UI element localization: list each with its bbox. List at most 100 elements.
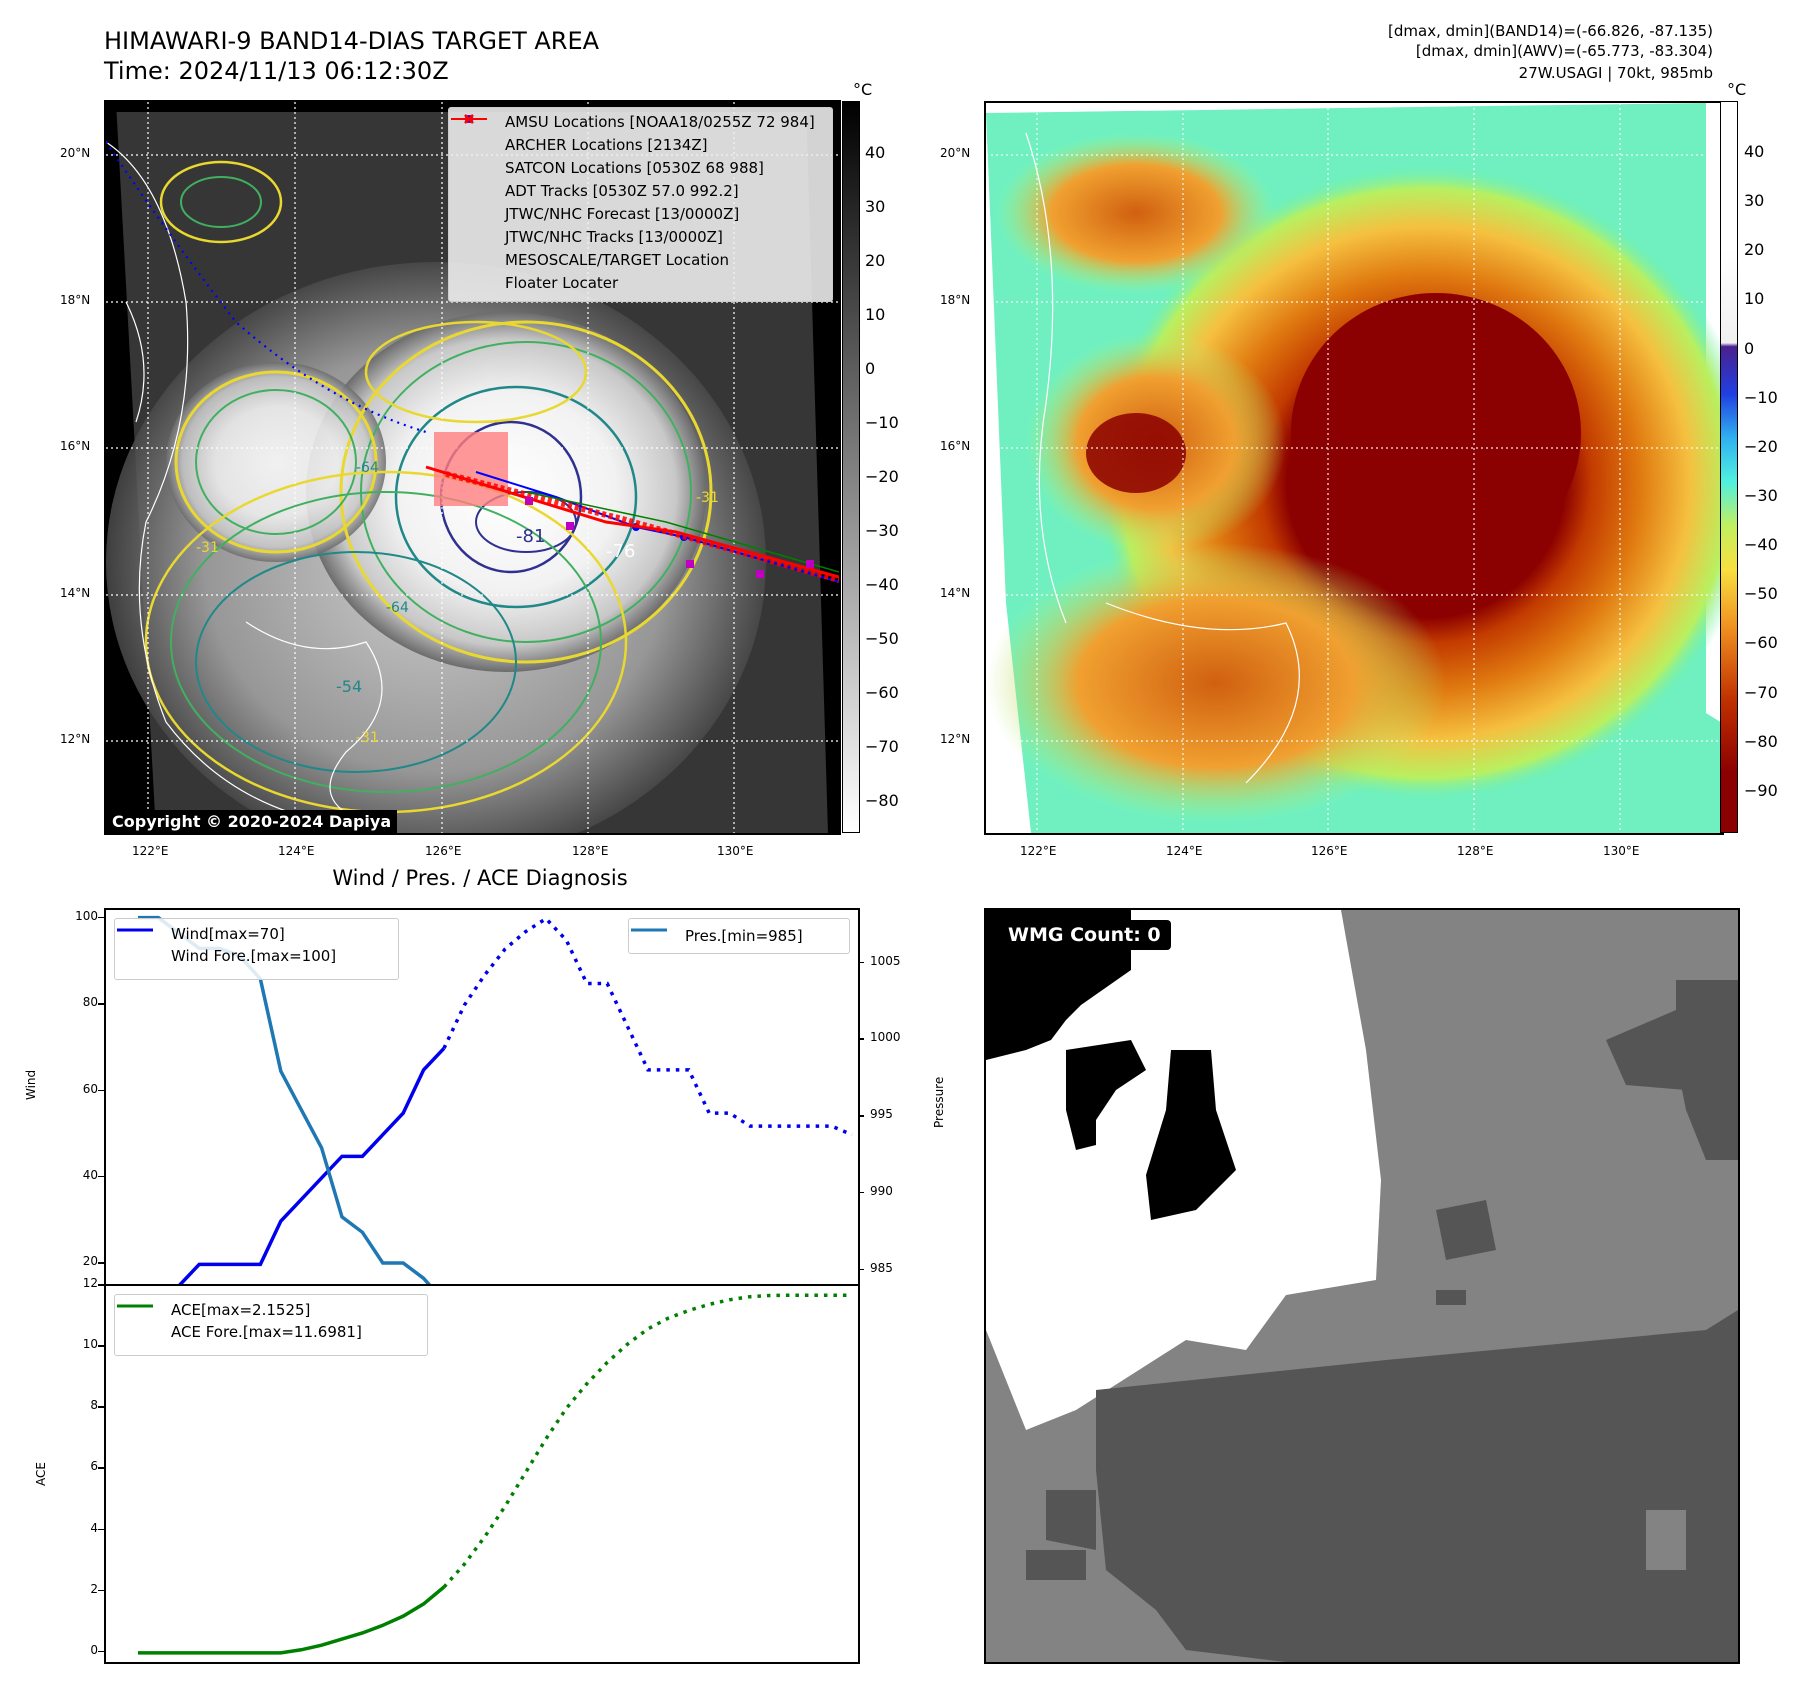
- colorbar-tick-label: −20: [865, 467, 899, 486]
- colorbar-tick-label: −20: [1744, 436, 1778, 456]
- ace-plot: [138, 1293, 852, 1655]
- colorbar-tick-label: −40: [1744, 535, 1778, 555]
- lat-tick: 16°N: [940, 439, 971, 453]
- colorbar-tick-label: 20: [865, 251, 886, 270]
- colorbar-tick-label: −80: [865, 791, 899, 810]
- lat-tick: 20°N: [940, 146, 971, 160]
- lat-tick: 14°N: [940, 586, 971, 600]
- legend-item: JTWC/NHC Forecast [13/0000Z]: [449, 118, 832, 225]
- lon-tick: 128°E: [572, 844, 609, 858]
- colorbar-tick-label: −40: [865, 575, 899, 594]
- ir-map-panel: -64 -81 -76 -54 -31 -64 -31 -31 AMSU Loc…: [104, 100, 841, 835]
- axis-tick-label: 1005: [870, 953, 901, 968]
- axis-tick-mark: [98, 1467, 104, 1469]
- amsu-archer-markers: [525, 497, 814, 578]
- axis-tick-label: 0: [90, 1642, 98, 1657]
- lat-tick: 12°N: [940, 732, 971, 746]
- axis-tick-label: 995: [870, 1107, 893, 1122]
- axis-tick-mark: [98, 1262, 104, 1264]
- copyright-label: Copyright © 2020-2024 Dapiya: [106, 810, 398, 833]
- axis-tick-label: 6: [90, 1459, 98, 1474]
- axis-tick-label: 2: [90, 1581, 98, 1596]
- axis-tick-label: 100: [75, 908, 98, 923]
- colorbar-tick-label: −60: [865, 683, 899, 702]
- series-line-0: [138, 1047, 446, 1286]
- axis-tick-mark: [98, 1589, 104, 1592]
- axis-tick-label: 990: [870, 1183, 893, 1198]
- colorbar-tick-label: 10: [1744, 289, 1765, 309]
- lat-tick: 18°N: [60, 293, 91, 307]
- colorbar-tick-label: 40: [1744, 142, 1765, 161]
- svg-text:-76: -76: [606, 541, 635, 562]
- axis-tick-mark: [98, 1406, 104, 1408]
- colorbar-tick-label: −70: [865, 737, 899, 756]
- mesoscale-locations: [445, 471, 839, 583]
- svg-text:-31: -31: [196, 540, 219, 556]
- legend-label: MESOSCALE/TARGET Location: [505, 250, 730, 269]
- colorbar-tick-label: −10: [1744, 387, 1778, 407]
- legend-item: ARCHER Locations [2134Z]: [449, 115, 832, 156]
- wind-fore-legend-label: Wind Fore.[max=100]: [171, 947, 337, 965]
- colorbar-tick-label: −30: [1744, 486, 1778, 505]
- colorbar-tick-label: −90: [1744, 780, 1778, 800]
- colorbar-gray-unit: °C: [853, 80, 873, 99]
- legend-label: ARCHER Locations [2134Z]: [505, 135, 708, 154]
- lon-tick: 130°E: [1603, 844, 1640, 858]
- lat-tick: 14°N: [60, 586, 91, 600]
- awv-map-panel: [984, 101, 1724, 835]
- svg-text:-31: -31: [696, 490, 719, 506]
- meta-storm: 27W.USAGI | 70kt, 985mb: [1518, 64, 1713, 82]
- series-line-1: [442, 916, 853, 1137]
- lon-tick: 122°E: [1020, 844, 1057, 858]
- axis-tick-mark: [98, 1650, 104, 1653]
- legend-symbol: [451, 118, 497, 202]
- ace-fore-legend-label: ACE Fore.[max=11.6981]: [171, 1323, 362, 1341]
- lon-tick: 126°E: [425, 844, 462, 858]
- legend-label: ADT Tracks [0530Z 57.0 992.2]: [505, 181, 739, 200]
- pres-legend: Pres.[min=985]: [628, 918, 850, 954]
- legend-item: MESOSCALE/TARGET Location: [449, 114, 832, 271]
- legend-symbol: [457, 115, 497, 156]
- diagnosis-title: Wind / Pres. / ACE Diagnosis: [332, 866, 628, 890]
- legend-symbol: [457, 114, 497, 271]
- legend-label: JTWC/NHC Forecast [13/0000Z]: [505, 204, 740, 223]
- axis-tick-label: 20: [82, 1254, 98, 1269]
- svg-text:-64: -64: [386, 600, 409, 616]
- wmg-image: [986, 910, 1738, 1662]
- contour-labels: -64 -81 -76 -54 -31 -64 -31 -31: [196, 460, 719, 746]
- axis-tick-mark: [858, 1268, 864, 1271]
- axis-tick-mark: [858, 1115, 864, 1117]
- axis-tick-mark: [98, 1089, 104, 1092]
- lon-tick: 124°E: [1166, 844, 1203, 858]
- axis-tick-label: 40: [82, 1167, 98, 1182]
- lat-tick: 16°N: [60, 439, 91, 453]
- axis-tick-label: 8: [90, 1398, 98, 1413]
- adt-track: [525, 491, 839, 573]
- awv-map-svg: [986, 103, 1722, 833]
- meta-awv: [dmax, dmin](AWV)=(-65.773, -83.304): [1415, 42, 1713, 60]
- axis-tick-label: 985: [870, 1260, 893, 1275]
- ace-series-line-1: [442, 1293, 852, 1589]
- axis-tick-label: 80: [82, 995, 98, 1010]
- meta-band14: [dmax, dmin](BAND14)=(-66.826, -87.135): [1388, 22, 1713, 40]
- wmg-count-badge: WMG Count: 0: [998, 920, 1171, 950]
- wind-legend-label: Wind[max=70]: [171, 925, 285, 943]
- colorbar-tick-label: 30: [865, 197, 886, 216]
- colorbar-tick-label: 40: [865, 143, 886, 162]
- lat-tick: 12°N: [60, 732, 91, 746]
- ace-axis-label: ACE: [34, 1462, 48, 1486]
- axis-tick-label: 4: [90, 1520, 98, 1535]
- svg-text:-64: -64: [356, 460, 379, 476]
- ace-series-line-0: [138, 1585, 446, 1655]
- axis-tick-mark: [858, 961, 864, 964]
- colorbar-tick-label: −50: [865, 629, 899, 648]
- lon-tick: 124°E: [278, 844, 315, 858]
- legend-label: AMSU Locations [NOAA18/0255Z 72 984]: [505, 112, 815, 131]
- legend-symbol: [451, 118, 497, 225]
- axis-tick-mark: [858, 1038, 864, 1040]
- colorbar-tick-label: 10: [865, 305, 886, 324]
- colorbar-tick-label: −30: [865, 521, 899, 540]
- axis-tick-mark: [858, 1191, 864, 1194]
- wind-axis-label: Wind: [24, 1069, 38, 1100]
- colorbar-tick-label: −80: [1744, 731, 1778, 751]
